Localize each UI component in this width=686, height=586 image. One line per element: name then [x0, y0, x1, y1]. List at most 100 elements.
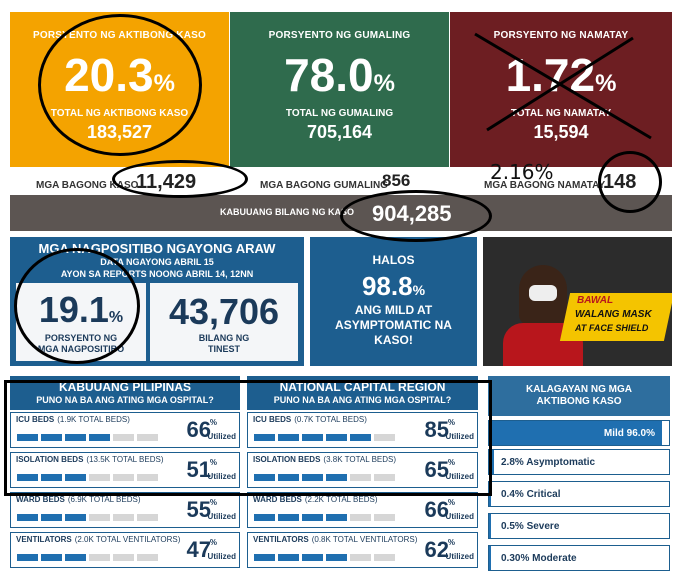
recovered-total: 705,164: [306, 122, 373, 142]
ph-title: KABUUANG PILIPINAS: [58, 380, 191, 394]
annotation-circle-active: [38, 14, 202, 156]
bar-filled: [41, 434, 62, 441]
tested-label: BILANG NG TINEST: [198, 333, 250, 354]
recovered-total-label: TOTAL NG GUMALING: [285, 108, 394, 119]
utilization-bars: [17, 474, 158, 481]
bar-filled: [254, 514, 275, 521]
utilization-label: Utilized: [445, 512, 474, 521]
utilization-sign: %: [209, 498, 217, 507]
deaths-label: PORSYENTO NG NAMATAY: [493, 30, 629, 41]
card-title: WARD BEDS (2.2K TOTAL BEDS): [253, 495, 378, 504]
card-title: ISOLATION BEDS (3.8K TOTAL BEDS): [253, 455, 396, 464]
utilization-label: Utilized: [207, 472, 236, 481]
status-share-fill: [489, 546, 492, 570]
bar-filled: [278, 514, 299, 521]
bar-filled: [278, 554, 299, 561]
card-title: ICU BEDS (1.9K TOTAL BEDS): [16, 415, 130, 424]
bar-empty: [113, 554, 134, 561]
utilization-bars: [17, 434, 158, 441]
bar-filled: [65, 554, 86, 561]
recovered-percent-sign: %: [373, 70, 395, 97]
mild-top: HALOS: [372, 253, 415, 267]
positive-line1: DATA NGAYONG ABRIL 15: [100, 257, 214, 267]
utilization-sign: %: [447, 418, 455, 427]
card-title-name: WARD BEDS: [253, 495, 302, 504]
status-label: 0.5% Severe: [501, 521, 560, 532]
card-title: ICU BEDS (0.7K TOTAL BEDS): [253, 415, 367, 424]
status-row: 0.4% Critical: [488, 481, 670, 507]
card-total-beds: (1.9K TOTAL BEDS): [57, 415, 130, 424]
utilization-card: VENTILATORS (2.0K TOTAL VENTILATORS) 47% Ut…: [10, 532, 240, 568]
annotation-circle-new-cases: [112, 160, 248, 198]
bar-filled: [302, 434, 323, 441]
bar-filled: [41, 514, 62, 521]
status-row: 2.8% Asymptomatic: [488, 449, 670, 475]
bar-filled: [17, 514, 38, 521]
utilization-sign: %: [447, 538, 455, 547]
total-cases-label: KABUUANG BILANG NG KASO: [220, 207, 354, 217]
card-total-beds: (3.8K TOTAL BEDS): [323, 455, 397, 464]
bar-filled: [41, 474, 62, 481]
positive-line2: AYON SA REPORTS NOONG ABRIL 14, 12NN: [60, 269, 254, 279]
ph-subtitle: PUNO NA BA ANG ATING MGA OSPITAL?: [36, 395, 214, 405]
deaths-percent-sign: %: [595, 70, 617, 97]
bar-empty: [137, 474, 158, 481]
utilization-bars: [254, 554, 395, 561]
card-title: VENTILATORS (2.0K TOTAL VENTILATORS): [16, 535, 180, 544]
recovered-panel: PORSYENTO NG GUMALING 78.0% TOTAL NG GUM…: [230, 12, 449, 167]
bar-empty: [89, 474, 110, 481]
bar-filled: [89, 434, 110, 441]
utilization-value: 51: [186, 457, 211, 482]
deaths-total-label: TOTAL NG NAMATAY: [510, 108, 612, 119]
bar-empty: [374, 434, 395, 441]
bar-empty: [374, 554, 395, 561]
new-recovered-label: MGA BAGONG GUMALING: [260, 180, 388, 191]
ad-line3: AT FACE SHIELD: [575, 323, 649, 333]
utilization-value: 47: [186, 537, 211, 562]
card-title-name: VENTILATORS: [16, 535, 72, 544]
status-share-fill: [489, 421, 662, 445]
utilization-bars: [254, 474, 395, 481]
annotation-circle-new-deaths: [598, 151, 662, 213]
card-total-beds: (0.7K TOTAL BEDS): [294, 415, 367, 424]
card-title-name: ICU BEDS: [253, 415, 292, 424]
utilization-card: WARD BEDS (6.9K TOTAL BEDS) 55% Utilized: [10, 492, 240, 528]
utilization-card: WARD BEDS (2.2K TOTAL BEDS) 66% Utilized: [247, 492, 478, 528]
mild-panel: HALOS 98.8% ANG MILD AT ASYMPTOMATIC NA …: [310, 237, 477, 366]
status-row: Mild 96.0%: [488, 420, 670, 446]
utilization-sign: %: [209, 418, 217, 427]
utilization-value: 62: [424, 537, 449, 562]
new-deaths-label: MGA BAGONG NAMATAY: [484, 180, 606, 191]
card-title-name: ICU BEDS: [16, 415, 55, 424]
bar-filled: [17, 434, 38, 441]
status-share-fill: [489, 514, 492, 538]
card-title-name: ISOLATION BEDS: [253, 455, 321, 464]
bar-empty: [137, 514, 158, 521]
card-title-name: VENTILATORS: [253, 535, 309, 544]
status-label: 2.8% Asymptomatic: [501, 457, 596, 468]
bar-empty: [137, 554, 158, 561]
bar-filled: [254, 554, 275, 561]
utilization-sign: %: [447, 498, 455, 507]
utilization-label: Utilized: [445, 432, 474, 441]
utilization-value: 85: [424, 417, 449, 442]
mild-caption: ANG MILD AT ASYMPTOMATIC NA KASO!: [335, 303, 452, 347]
utilization-sign: %: [209, 538, 217, 547]
mild-value-wrap: 98.8%: [310, 271, 477, 302]
bar-filled: [302, 474, 323, 481]
bar-filled: [41, 554, 62, 561]
bar-empty: [350, 554, 371, 561]
cross-stroke-b: [486, 36, 634, 132]
utilization-value: 66: [424, 497, 449, 522]
status-label: 0.4% Critical: [501, 489, 561, 500]
utilization-bars: [17, 554, 158, 561]
status-row: 0.5% Severe: [488, 513, 670, 539]
mild-value: 98.8: [361, 271, 413, 301]
bar-empty: [350, 514, 371, 521]
status-header: KALAGAYAN NG MGA AKTIBONG KASO: [488, 376, 670, 416]
utilization-value: 66: [186, 417, 211, 442]
utilization-label: Utilized: [445, 472, 474, 481]
ad-line1: BAWAL: [577, 295, 614, 306]
new-recovered-value: 856: [382, 171, 411, 190]
status-label: Mild 96.0%: [603, 428, 655, 439]
